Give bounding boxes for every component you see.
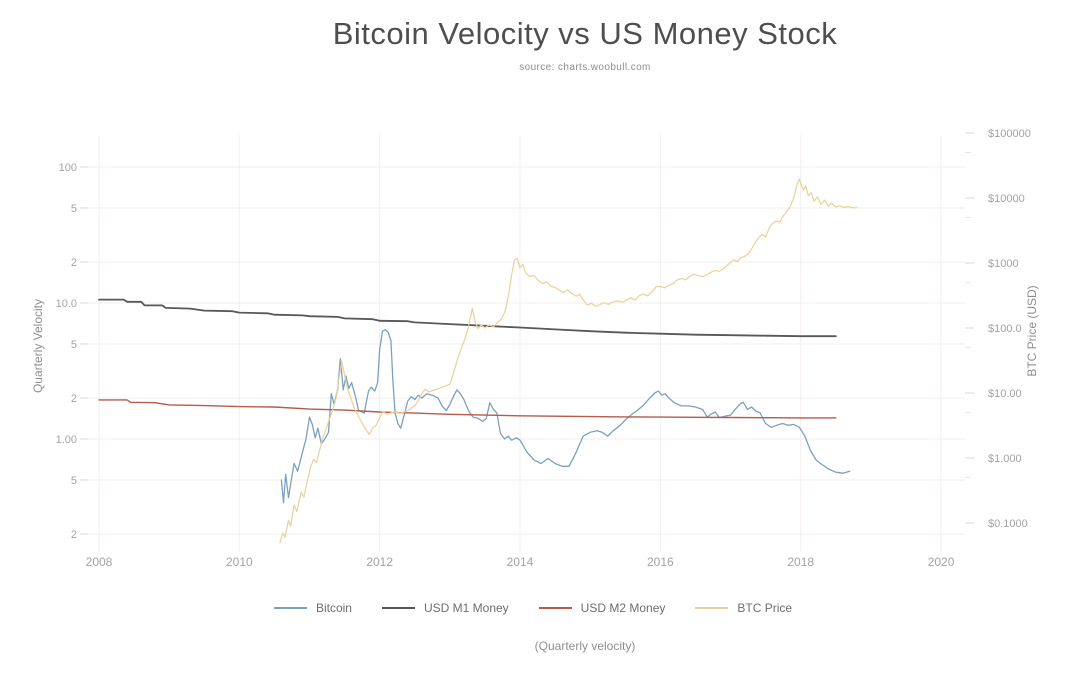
- chart-legend: Bitcoin USD M1 Money USD M2 Money BTC Price: [0, 601, 1066, 615]
- legend-item-usd-m2-money[interactable]: USD M2 Money: [538, 601, 666, 615]
- legend-label: USD M1 Money: [423, 601, 509, 615]
- right-tick-label: $1.000: [988, 453, 1022, 465]
- left-tick-label: 5: [71, 339, 77, 351]
- series-line-btc-price: [279, 178, 858, 544]
- legend-label: Bitcoin: [315, 601, 352, 615]
- left-tick-label: 2: [71, 257, 77, 269]
- right-axis-title: BTC Price (USD): [1025, 285, 1039, 377]
- left-tick-label: 2: [71, 393, 77, 405]
- left-tick-label: 5: [71, 475, 77, 487]
- legend-swatch-icon: [538, 607, 572, 609]
- legend-label: BTC Price: [737, 601, 793, 615]
- legend-swatch-icon: [273, 607, 307, 609]
- chart-source-subtitle: source: charts.woobull.com: [519, 62, 651, 73]
- x-tick-label: 2014: [507, 555, 534, 569]
- right-tick-label: $100000: [988, 128, 1031, 140]
- left-tick-label: 1.00: [56, 434, 77, 446]
- legend-swatch-icon: [695, 607, 729, 609]
- right-tick-label: $10.00: [988, 388, 1022, 400]
- x-tick-label: 2008: [86, 555, 113, 569]
- chart-caption: (Quarterly velocity): [534, 639, 636, 653]
- right-tick-label: $1000: [988, 258, 1019, 270]
- x-tick-label: 2020: [928, 555, 955, 569]
- page-title: Bitcoin Velocity vs US Money Stock: [332, 16, 838, 51]
- x-tick-label: 2010: [226, 555, 253, 569]
- series-line-bitcoin: [280, 329, 851, 504]
- x-tick-label: 2018: [787, 555, 814, 569]
- right-tick-label: $100.0: [988, 323, 1022, 335]
- legend-swatch-icon: [381, 607, 415, 609]
- left-tick-label: 100: [59, 162, 77, 174]
- legend-item-bitcoin[interactable]: Bitcoin: [273, 601, 352, 615]
- legend-label: USD M2 Money: [580, 601, 666, 615]
- x-tick-label: 2016: [647, 555, 674, 569]
- left-tick-label: 2: [71, 529, 77, 541]
- legend-item-btc-price[interactable]: BTC Price: [695, 601, 792, 615]
- left-tick-label: 10.0: [56, 298, 77, 310]
- x-tick-label: 2012: [366, 555, 393, 569]
- legend-item-usd-m1-money[interactable]: USD M1 Money: [381, 601, 509, 615]
- right-tick-label: $10000: [988, 193, 1025, 205]
- right-tick-label: $0.1000: [988, 518, 1028, 530]
- left-tick-label: 5: [71, 203, 77, 215]
- left-axis-title: Quarterly Velocity: [31, 298, 45, 394]
- series-line-usd-m2-money: [98, 399, 837, 419]
- chart-header: Bitcoin Velocity vs US Money Stock sourc…: [90, 16, 1080, 73]
- series-line-usd-m1-money: [98, 298, 837, 338]
